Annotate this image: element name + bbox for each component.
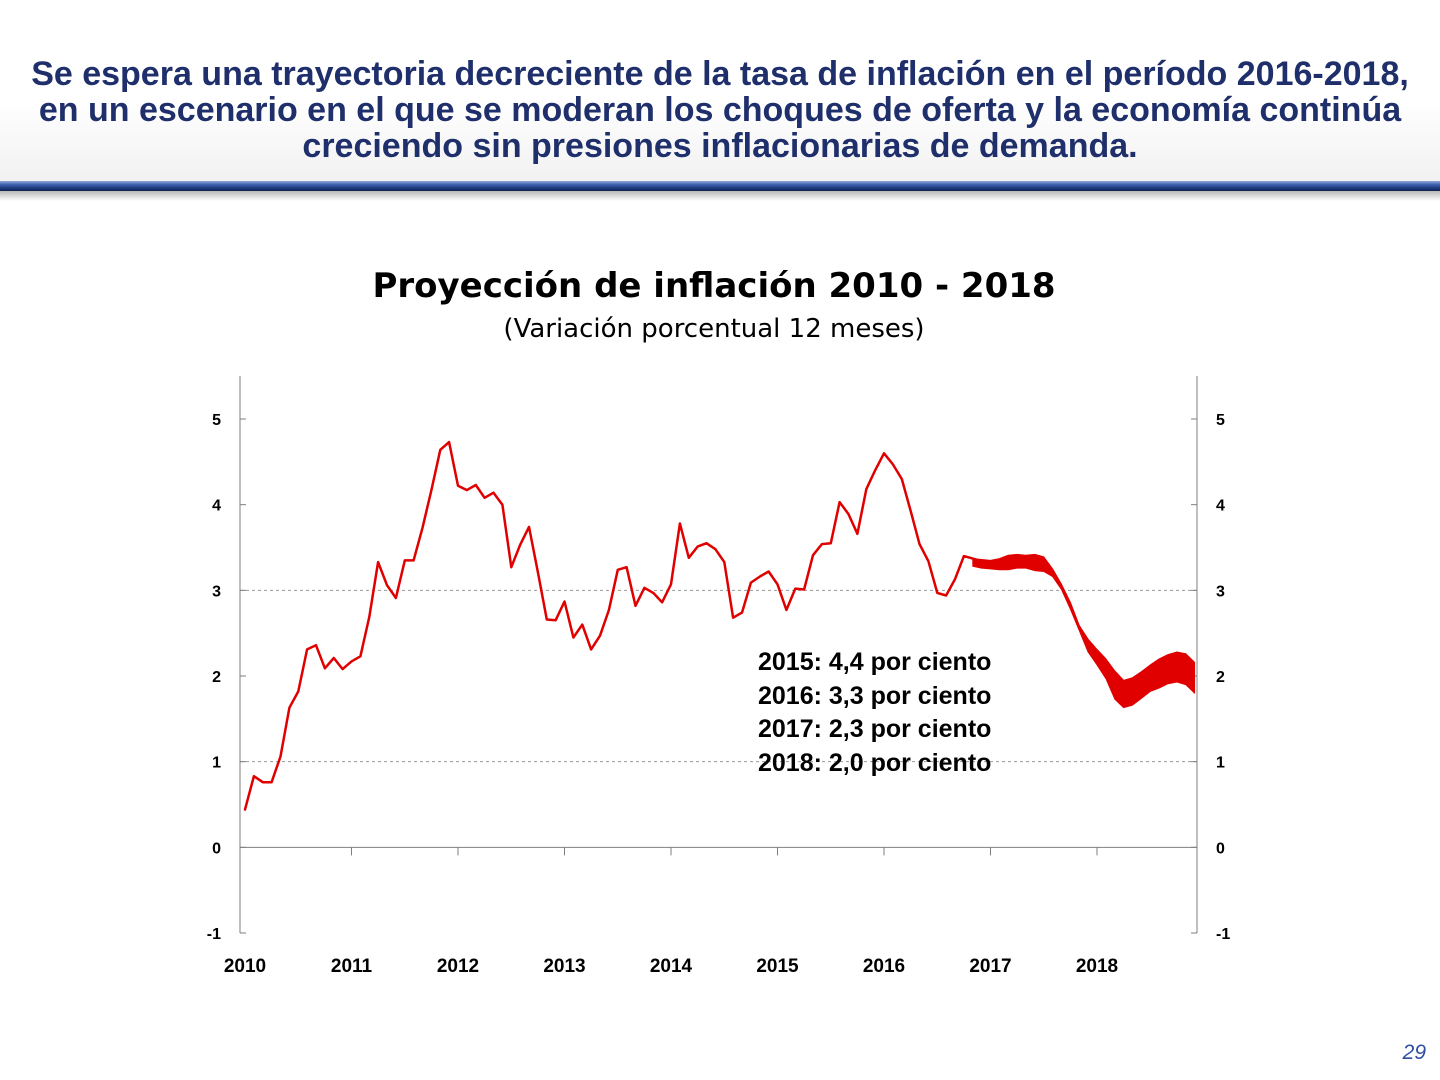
projection-band bbox=[972, 553, 1196, 709]
annotation-2016: 2016: 3,3 por ciento bbox=[758, 681, 992, 710]
y-tick-label-left: 0 bbox=[212, 840, 221, 857]
y-tick-label-left: -1 bbox=[207, 926, 221, 943]
y-tick-label-left: 5 bbox=[212, 412, 221, 429]
x-tick-label: 2012 bbox=[437, 956, 479, 977]
x-tick-label: 2014 bbox=[650, 956, 693, 977]
y-tick-label-right: -1 bbox=[1216, 926, 1230, 943]
y-tick-label-left: 1 bbox=[212, 755, 221, 772]
header-banner: Se espera una trayectoria decreciente de… bbox=[0, 0, 1440, 182]
annotation-2015: 2015: 4,4 por ciento bbox=[758, 648, 992, 676]
x-tick-label: 2010 bbox=[224, 956, 266, 977]
y-tick-label-right: 2 bbox=[1216, 669, 1225, 686]
y-tick-label-left: 4 bbox=[212, 498, 221, 515]
y-tick-label-right: 3 bbox=[1216, 583, 1225, 600]
x-tick-label: 2013 bbox=[543, 956, 585, 977]
chart-subtitle: (Variación porcentual 12 meses) bbox=[503, 314, 925, 344]
x-tick-label: 2011 bbox=[331, 956, 373, 977]
header-rule-shadow bbox=[0, 191, 1440, 201]
slide-headline: Se espera una trayectoria decreciente de… bbox=[31, 55, 1409, 165]
y-tick-label-right: 4 bbox=[1216, 498, 1225, 515]
page-number: 29 bbox=[1402, 1041, 1426, 1064]
header-rule bbox=[0, 181, 1440, 191]
x-tick-label: 2016 bbox=[863, 956, 905, 977]
x-tick-label: 2015 bbox=[756, 956, 799, 977]
annotation-2017: 2017: 2,3 por ciento bbox=[758, 715, 992, 743]
chart-title: Proyección de inflación 2010 - 2018 bbox=[372, 266, 1056, 306]
inflation-series-line bbox=[243, 440, 983, 811]
annotation-2018: 2018: 2,0 por ciento bbox=[758, 748, 992, 777]
x-tick-label: 2017 bbox=[969, 956, 1011, 977]
y-tick-label-left: 2 bbox=[212, 669, 221, 686]
x-tick-label: 2018 bbox=[1076, 956, 1118, 977]
projection-annotations: 2015: 4,4 por ciento 2016: 3,3 por cient… bbox=[758, 646, 1078, 780]
y-tick-label-right: 1 bbox=[1216, 755, 1225, 772]
y-tick-label-right: 5 bbox=[1216, 412, 1225, 429]
y-tick-label-right: 0 bbox=[1216, 840, 1225, 857]
y-tick-label-left: 3 bbox=[212, 583, 221, 600]
